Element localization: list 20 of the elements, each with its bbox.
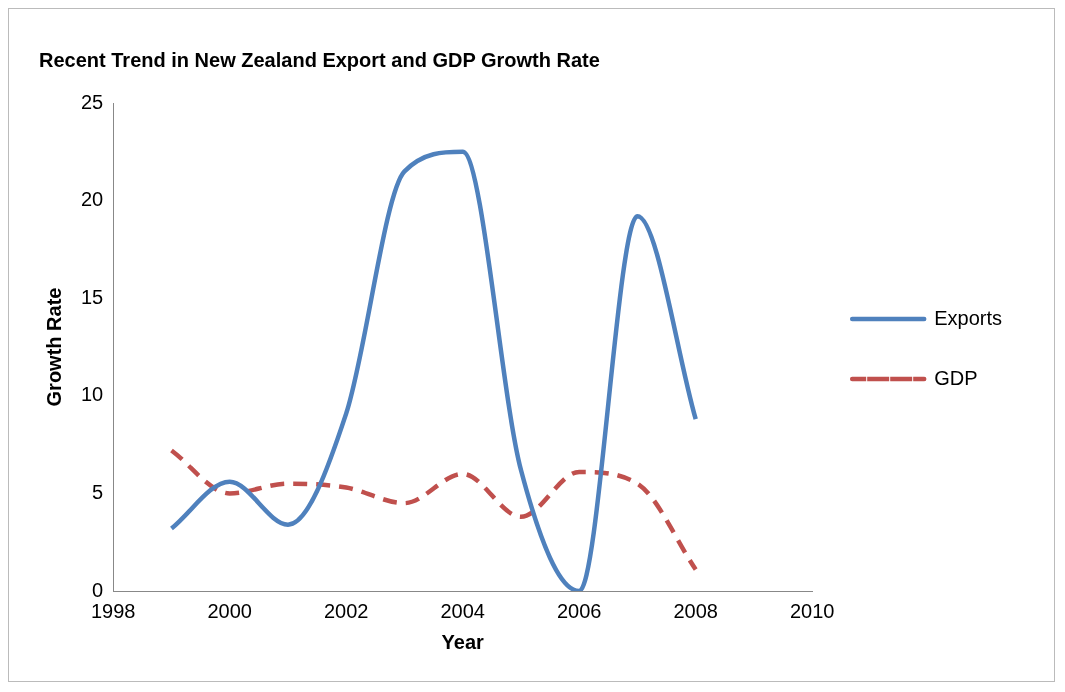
x-tick-label: 2006: [556, 599, 602, 622]
x-tick-label: 2002: [323, 599, 369, 622]
y-tick-label: 25: [81, 90, 104, 113]
x-axis-title: Year: [441, 630, 485, 653]
line-series: [169, 149, 698, 591]
chart-title: Recent Trend in New Zealand Export and GDP Growth Rate: [39, 48, 600, 71]
y-tick-label: 15: [81, 285, 104, 308]
x-tick-label: 2000: [207, 599, 252, 622]
x-tick-label: 2010: [789, 599, 835, 622]
y-tick-label: 5: [92, 480, 104, 503]
legend-label: GDP: [934, 366, 978, 389]
line-series: [169, 448, 698, 572]
y-axis-title: Growth Rate: [42, 287, 65, 407]
x-tick-label: 2004: [440, 599, 485, 622]
legend-label: Exports: [934, 306, 1003, 329]
y-tick-label: 20: [81, 188, 104, 211]
x-tick-label: 1998: [91, 599, 136, 622]
y-tick-label: 0: [92, 578, 104, 601]
x-tick-label: 2008: [673, 599, 718, 622]
y-tick-label: 10: [81, 383, 104, 406]
